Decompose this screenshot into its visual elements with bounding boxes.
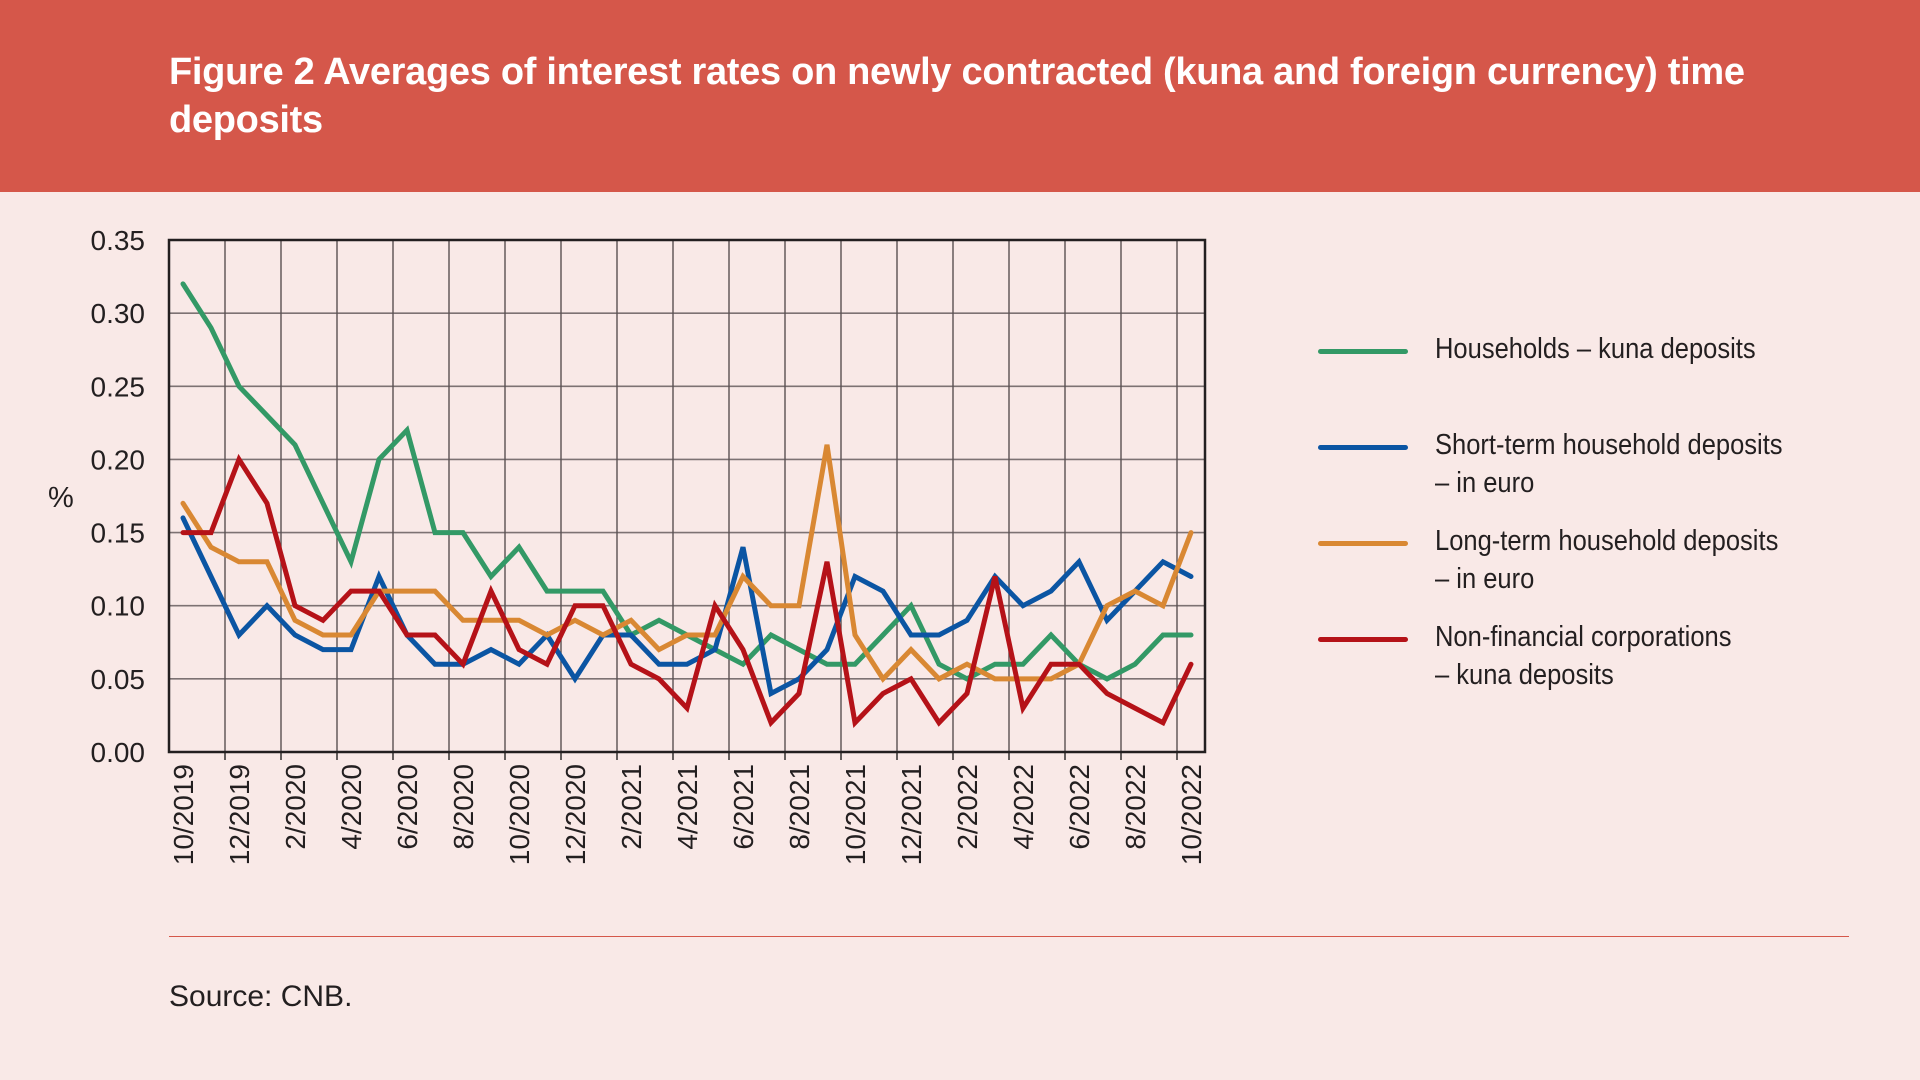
legend-swatch-orange <box>1318 541 1408 546</box>
grid-layer <box>169 240 1205 752</box>
source-note: Source: CNB. <box>169 980 353 1013</box>
x-tick-label: 12/2019 <box>224 764 255 865</box>
y-tick-label: 0.20 <box>91 444 146 475</box>
x-tick-label: 10/2019 <box>168 764 199 865</box>
figure-header: Figure 2 Averages of interest rates on n… <box>0 0 1920 192</box>
legend-swatch-green <box>1318 349 1408 354</box>
x-tick-label: 8/2022 <box>1120 764 1151 850</box>
y-tick-label: 0.25 <box>91 371 146 402</box>
y-tick-label: 0.35 <box>91 225 146 256</box>
legend-label: Non-financial corporations – kuna deposi… <box>1435 621 1732 691</box>
x-tick-label: 12/2021 <box>896 764 927 865</box>
x-tick-label: 8/2021 <box>784 764 815 850</box>
legend-label: Households – kuna deposits <box>1435 333 1756 365</box>
figure-title: Figure 2 Averages of interest rates on n… <box>169 51 1745 141</box>
legend-label: Long-term household deposits – in euro <box>1435 525 1779 595</box>
x-tick-label: 6/2022 <box>1064 764 1095 850</box>
line-chart: 0.00 0.05 0.10 0.15 0.20 0.25 0.30 0.35 10/2019 1… <box>48 225 1208 865</box>
x-tick-label: 2/2021 <box>616 764 647 850</box>
legend-swatch-red <box>1318 637 1408 642</box>
legend-label: Short-term household deposits – in euro <box>1435 429 1783 499</box>
y-tick-label: 0.10 <box>91 591 146 622</box>
plot-frame <box>167 238 1207 754</box>
axis-layer: 0.00 0.05 0.10 0.15 0.20 0.25 0.30 0.35 10/2019 1… <box>91 225 1208 865</box>
x-tick-label: 2/2020 <box>280 764 311 850</box>
x-tick-label: 8/2020 <box>448 764 479 850</box>
y-tick-label: 0.30 <box>91 298 146 329</box>
legend-swatch-blue <box>1318 445 1408 450</box>
y-tick-label: 0.15 <box>91 518 146 549</box>
x-tick-label: 6/2020 <box>392 764 423 850</box>
x-tick-label: 4/2020 <box>336 764 367 850</box>
x-tick-label: 2/2022 <box>952 764 983 850</box>
x-tick-label: 10/2021 <box>840 764 871 865</box>
y-axis-label: % <box>48 482 74 514</box>
x-tick-label: 4/2021 <box>672 764 703 850</box>
footer-divider <box>169 936 1849 937</box>
x-tick-label: 10/2020 <box>504 764 535 865</box>
series-line-0 <box>180 281 1194 682</box>
y-tick-label: 0.00 <box>91 737 146 768</box>
y-tick-label: 0.05 <box>91 664 146 695</box>
series-layer <box>180 281 1194 728</box>
x-tick-label: 12/2020 <box>560 764 591 865</box>
x-tick-label: 6/2021 <box>728 764 759 850</box>
series-line-3 <box>180 453 1194 728</box>
x-tick-label: 10/2022 <box>1176 764 1207 865</box>
x-tick-label: 4/2022 <box>1008 764 1039 850</box>
